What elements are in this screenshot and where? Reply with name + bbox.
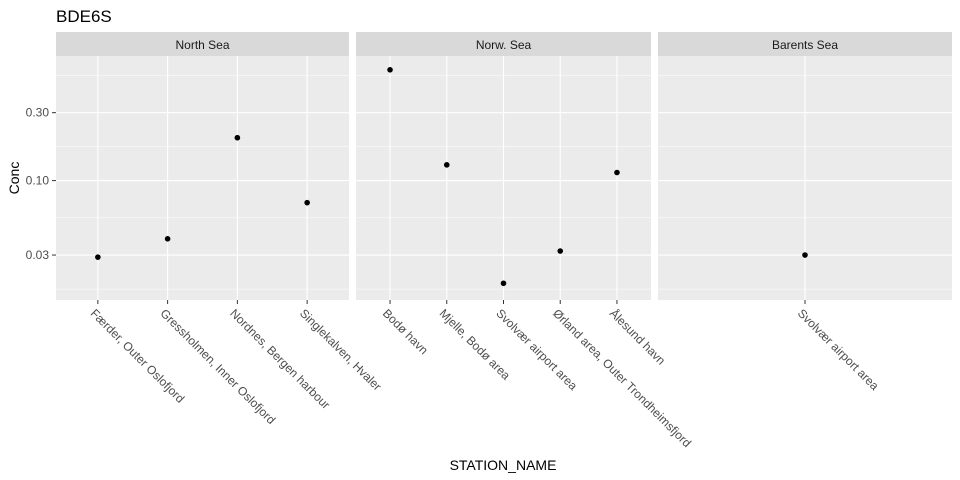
- data-point: [443, 162, 450, 168]
- data-point: [500, 280, 507, 287]
- data-point: [557, 248, 564, 254]
- data-point: [164, 236, 171, 242]
- facet-panel: Barents Sea Svolvær airport area: [658, 32, 952, 393]
- facet-strip: [56, 32, 349, 56]
- y-axis-title: Conc: [6, 162, 22, 195]
- y-axis: 0.03 0.10 0.30: [26, 106, 56, 262]
- x-axis-title: STATION_NAME: [450, 457, 557, 473]
- data-point: [614, 169, 620, 176]
- x-tick-label: Gressholmen, Inner Oslofjord: [157, 306, 278, 427]
- x-tick-label: Svolvær airport area: [795, 306, 882, 393]
- data-point: [802, 252, 808, 258]
- x-tick-label: Bodø havn: [380, 306, 431, 357]
- facet-strip: [658, 32, 952, 56]
- y-tick-label: 0.30: [26, 106, 50, 120]
- x-tick-label: Ålesund havn: [607, 306, 669, 368]
- facet-strip-label: North Sea: [175, 38, 229, 52]
- y-tick-label: 0.03: [26, 248, 50, 262]
- chart-title: BDE6S: [56, 7, 112, 26]
- data-point: [387, 66, 393, 73]
- facet-strip-label: Norw. Sea: [476, 38, 532, 52]
- y-tick-label: 0.10: [26, 174, 50, 188]
- data-point: [95, 254, 101, 260]
- panel-background: [56, 56, 349, 300]
- facet-strip-label: Barents Sea: [772, 38, 838, 52]
- data-point: [304, 199, 310, 206]
- data-point: [234, 134, 241, 141]
- facet-strip: [356, 32, 651, 56]
